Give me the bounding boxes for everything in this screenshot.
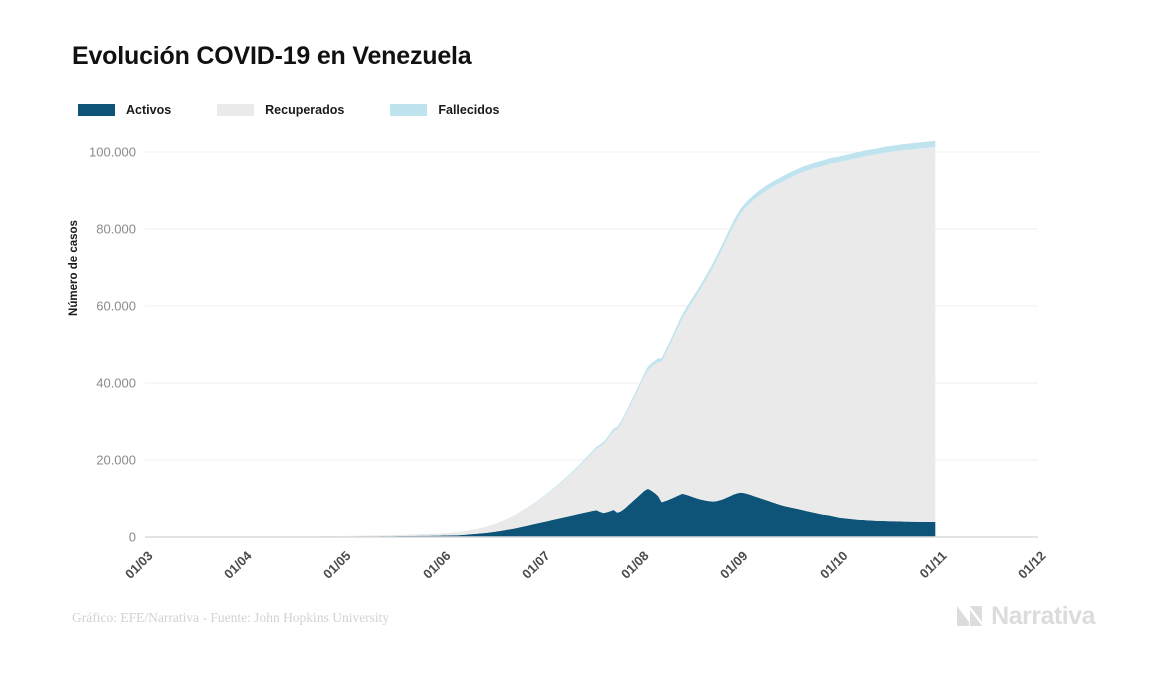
legend-label-activos: Activos	[126, 103, 172, 117]
area-series-activos	[145, 488, 936, 537]
source-note: Gráfico: EFE/Narrativa - Fuente: John Ho…	[72, 610, 390, 625]
chart-legend: Activos Recuperados Fallecidos	[78, 103, 546, 117]
legend-item-fallecidos[interactable]: Fallecidos	[390, 103, 500, 117]
legend-swatch-recuperados	[217, 104, 255, 116]
legend-item-activos[interactable]: Activos	[78, 103, 171, 117]
y-tick-label: 100.000	[89, 144, 136, 160]
y-tick-label: 80.000	[96, 221, 136, 237]
brand-name: Narrativa	[991, 601, 1095, 630]
narrativa-mark-icon	[957, 606, 983, 626]
page-title: Evolución COVID-19 en Venezuela	[72, 42, 472, 70]
legend-label-fallecidos: Fallecidos	[438, 103, 500, 117]
y-tick-label: 40.000	[96, 375, 136, 391]
legend-swatch-fallecidos	[390, 104, 428, 116]
y-axis-title: Número de casos	[68, 220, 80, 316]
legend-swatch-activos	[78, 104, 115, 116]
area-series-recuperados	[145, 146, 936, 537]
legend-item-recuperados[interactable]: Recuperados	[217, 103, 344, 117]
y-tick-label: 60.000	[96, 298, 136, 314]
y-tick-label: 0	[128, 529, 136, 545]
brand-logo: Narrativa	[956, 602, 1095, 630]
y-tick-label: 20.000	[96, 452, 136, 468]
legend-label-recuperados: Recuperados	[265, 103, 345, 117]
